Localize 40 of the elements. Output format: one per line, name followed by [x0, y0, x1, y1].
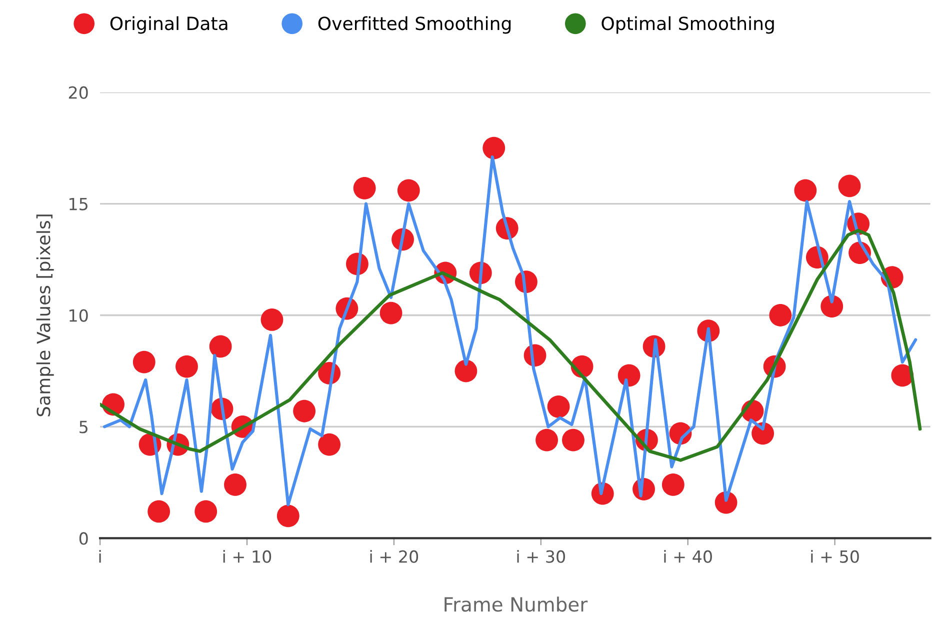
- x-tick-label: i + 40: [664, 550, 712, 563]
- point: [380, 302, 402, 324]
- point: [276, 504, 300, 528]
- y-axis-title: Sample Values [pixels]: [36, 214, 54, 416]
- x-axis-title: Frame Number: [444, 596, 588, 612]
- legend-label: Original Data: [110, 16, 228, 34]
- x-tick-label: i + 20: [370, 550, 418, 563]
- point: [293, 400, 316, 422]
- point: [209, 335, 232, 358]
- point: [769, 304, 792, 326]
- point: [820, 295, 844, 318]
- point: [454, 360, 478, 382]
- point: [618, 364, 640, 387]
- point: [194, 500, 218, 523]
- point: [547, 395, 570, 418]
- point: [224, 473, 246, 496]
- point: [562, 428, 584, 452]
- point: [176, 355, 198, 378]
- point: [838, 174, 861, 198]
- y-tick-label: 15: [70, 198, 88, 210]
- y-tick-label: 10: [70, 309, 88, 322]
- legend-label: Optimal Smoothing: [602, 16, 774, 34]
- x-tick-label: i + 50: [811, 550, 859, 563]
- point: [148, 500, 170, 523]
- point: [794, 179, 817, 202]
- point: [536, 428, 558, 452]
- x-tick-label: i: [99, 550, 101, 563]
- y-tick-label: 5: [80, 420, 88, 434]
- x-tick-label: i + 30: [517, 550, 565, 563]
- point: [482, 136, 506, 160]
- legend-label: Overfitted Smoothing: [318, 16, 511, 34]
- point: [353, 176, 376, 200]
- point: [132, 350, 156, 374]
- y-tick-label: 20: [68, 86, 88, 99]
- x-tick-label: i + 10: [223, 550, 272, 563]
- point: [397, 179, 420, 202]
- point: [318, 433, 340, 456]
- y-tick-label: 0: [79, 532, 88, 545]
- point: [662, 473, 684, 496]
- point: [260, 308, 284, 331]
